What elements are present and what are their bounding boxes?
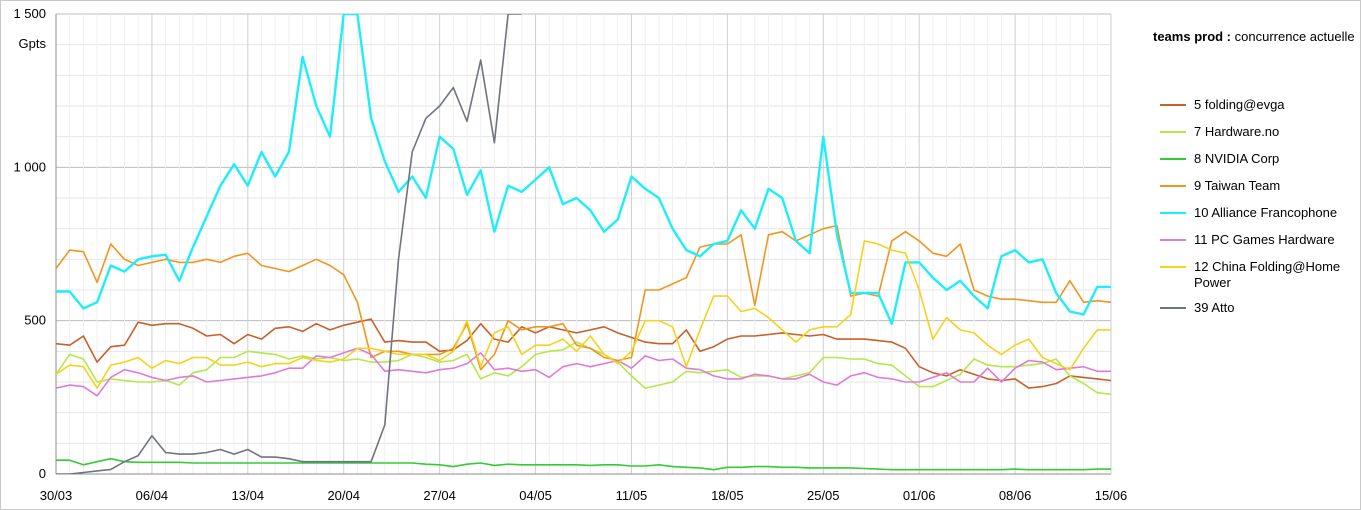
legend-label: 12 China Folding@Home Power	[1194, 259, 1341, 290]
legend-title-bold: teams prod :	[1153, 29, 1232, 44]
x-tick-label: 30/03	[40, 488, 73, 503]
y-tick-label: 1 500	[13, 6, 46, 21]
legend-label: 39 Atto	[1194, 300, 1235, 315]
chart-axes	[55, 14, 1112, 475]
legend-swatch	[1160, 307, 1186, 309]
legend-swatch	[1160, 185, 1186, 187]
series-line-7	[56, 240, 1111, 389]
legend-swatch	[1160, 239, 1186, 241]
x-tick-label: 11/05	[616, 488, 648, 503]
x-tick-label: 08/06	[999, 488, 1032, 503]
legend-swatch	[1160, 212, 1186, 214]
x-tick-label: 13/04	[232, 488, 265, 503]
y-tick-label: 0	[39, 466, 46, 481]
legend-swatch	[1160, 131, 1186, 133]
chart-series	[56, 14, 1111, 474]
x-tick-label: 27/04	[423, 488, 456, 503]
legend-swatch	[1160, 104, 1186, 106]
x-tick-label: 01/06	[903, 488, 936, 503]
legend-label: 11 PC Games Hardware	[1194, 232, 1335, 247]
series-line-3	[56, 457, 1111, 471]
series-line-5	[56, 14, 1111, 325]
legend-title-rest: concurrence actuelle	[1234, 29, 1355, 44]
series-line-2	[56, 341, 1111, 396]
chart-labels: 0 500 1 000 1 500 Gpts 30/03 06/04 13/04 20/04 27…	[13, 6, 1127, 503]
y-tick-label: 500	[24, 313, 46, 328]
legend-swatch	[1160, 266, 1186, 268]
series-line-8	[56, 14, 522, 474]
series-line-6	[56, 347, 1111, 397]
y-tick-label: 1 000	[13, 159, 46, 174]
chart-grid	[55, 13, 1112, 475]
legend-label: 7 Hardware.no	[1194, 124, 1280, 139]
x-tick-label: 25/05	[807, 488, 840, 503]
x-tick-label: 20/04	[327, 488, 360, 503]
legend-label: 9 Taiwan Team	[1194, 178, 1281, 193]
x-tick-label: 06/04	[136, 488, 169, 503]
x-tick-label: 04/05	[519, 488, 552, 503]
legend-label: 10 Alliance Francophone	[1194, 205, 1338, 220]
legend-title: teams prod : concurrence actuelle	[1153, 29, 1355, 44]
x-tick-label: 18/05	[711, 488, 744, 503]
x-tick-label: 15/06	[1095, 488, 1128, 503]
legend-swatch	[1160, 158, 1186, 160]
series-line-1	[56, 318, 1111, 389]
y-axis-label: Gpts	[19, 36, 47, 51]
legend-label: 8 NVIDIA Corp	[1194, 151, 1280, 166]
legend-label: 5 folding@evga	[1194, 97, 1285, 112]
series-line-4	[56, 224, 1111, 371]
